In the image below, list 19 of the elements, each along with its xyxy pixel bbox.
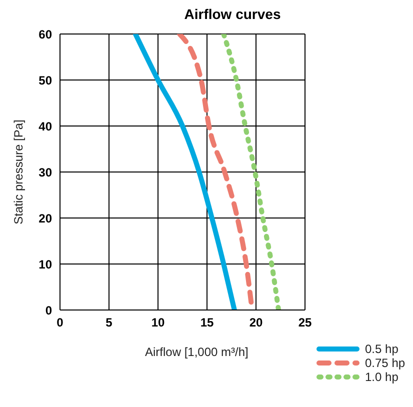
y-tick-label: 20 [38,211,52,226]
legend-label: 0.75 hp [365,356,406,370]
x-axis-title: Airflow [1,000 m³/h] [145,345,248,359]
y-tick-label: 30 [38,165,52,180]
y-axis-title: Static pressure [Pa] [11,120,26,224]
x-tick-label: 20 [249,316,263,330]
y-tick-label: 60 [38,27,52,42]
y-tick-label: 10 [38,257,52,272]
legend-label: 1.0 hp [365,370,398,384]
x-tick-label: 15 [200,316,214,330]
chart-title: Airflow curves [183,6,282,22]
x-tick-label: 10 [151,316,165,330]
legend-label: 0.5 hp [365,342,398,356]
y-tick-label: 0 [45,303,52,318]
x-tick-label: 0 [56,316,64,330]
y-tick-label: 40 [38,119,52,134]
x-tick-label: 5 [106,316,113,330]
y-tick-label: 50 [38,73,52,88]
x-tick-label: 25 [298,316,312,330]
